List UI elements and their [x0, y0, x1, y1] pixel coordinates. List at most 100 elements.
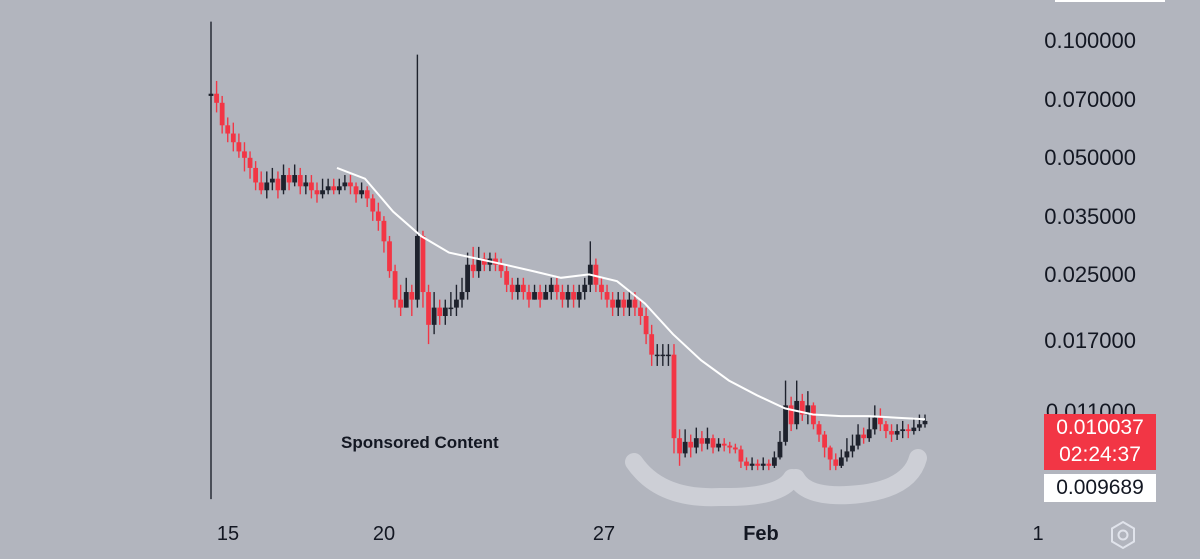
candle-body	[281, 175, 286, 191]
candle	[459, 277, 465, 308]
candle	[755, 459, 761, 471]
candle-body	[242, 151, 247, 158]
current-price-badge: 0.010037 02:24:37	[1044, 414, 1156, 470]
candle-body	[515, 284, 521, 293]
candle-body	[626, 299, 632, 308]
candle	[532, 284, 537, 300]
candle	[520, 277, 526, 300]
candle-body	[610, 299, 616, 308]
candle	[783, 380, 788, 446]
candle	[805, 391, 811, 425]
candle-body	[320, 190, 325, 195]
candle-body	[509, 284, 515, 293]
candle	[877, 408, 883, 432]
candle-body	[481, 258, 487, 265]
candle-body	[744, 461, 749, 466]
candle	[855, 424, 861, 450]
candle-body	[264, 182, 270, 191]
x-tick-label: 15	[216, 523, 240, 545]
candle	[917, 414, 922, 432]
candle-body	[850, 445, 855, 452]
candle	[905, 424, 911, 439]
candle-body	[632, 299, 638, 308]
candle	[359, 182, 365, 199]
sponsored-content-label[interactable]: Sponsored Content	[341, 433, 499, 452]
candle-body	[777, 441, 783, 458]
candle-body	[375, 211, 381, 221]
candle-body	[827, 447, 833, 460]
candle	[827, 445, 833, 471]
candle-body	[883, 424, 889, 432]
candle-body	[649, 334, 655, 355]
candle	[214, 80, 219, 113]
candle-body	[760, 463, 766, 466]
candle	[732, 443, 738, 454]
candle-body	[520, 284, 526, 293]
candle	[621, 292, 627, 317]
candle	[342, 175, 348, 191]
candle-body	[766, 463, 772, 466]
candle-body	[465, 264, 470, 293]
candle	[314, 182, 320, 203]
candle-body	[303, 182, 309, 187]
candle	[649, 324, 655, 366]
candle	[481, 252, 487, 272]
candle-body	[236, 142, 242, 152]
candle	[922, 414, 928, 428]
candle-body	[721, 443, 727, 446]
candle-body	[309, 182, 314, 191]
candle	[799, 393, 805, 421]
candle-body	[403, 292, 409, 308]
candle	[721, 438, 727, 452]
candle-body	[269, 178, 275, 183]
y-tick-label: 0.025000	[1044, 262, 1136, 287]
settings-icon[interactable]	[1108, 520, 1138, 550]
candle	[760, 457, 766, 471]
highlight-brackets	[625, 449, 927, 507]
candle-body	[771, 457, 777, 466]
candle-body	[348, 182, 353, 187]
y-tick-label: 0.100000	[1044, 28, 1136, 53]
candle-body	[442, 307, 448, 317]
candle	[811, 402, 816, 430]
candle-body	[654, 354, 660, 357]
candle	[699, 431, 705, 452]
candle	[370, 194, 376, 221]
candle	[398, 284, 404, 317]
candle	[666, 344, 671, 366]
candle-body	[543, 292, 549, 300]
candle-body	[677, 438, 682, 454]
candle-body	[794, 400, 800, 425]
candle	[387, 235, 392, 278]
candle-body	[855, 434, 861, 446]
candle-body	[359, 190, 365, 195]
candle-body	[230, 133, 236, 143]
candle-body	[208, 93, 214, 96]
candle-body	[643, 316, 649, 335]
x-tick-label: 20	[372, 523, 396, 545]
candle-body	[905, 429, 911, 432]
candle	[738, 445, 744, 468]
x-tick-label: 27	[592, 523, 616, 545]
candle	[448, 292, 454, 317]
candle-body	[788, 405, 794, 425]
moving-average-badge: 0.009689	[1044, 474, 1156, 502]
candle	[889, 424, 894, 442]
candle	[682, 429, 688, 458]
candle-body	[448, 307, 454, 310]
candle-body	[593, 264, 599, 285]
candle-body	[900, 429, 906, 432]
candle	[822, 431, 827, 458]
candle	[883, 420, 889, 439]
candle	[604, 284, 610, 308]
candle	[325, 178, 331, 195]
candle-body	[353, 186, 359, 195]
candle-body	[844, 451, 850, 458]
candle	[381, 216, 387, 253]
candle	[264, 171, 270, 199]
candle	[537, 284, 543, 308]
candle	[353, 182, 359, 203]
candle-body	[671, 354, 677, 439]
candle	[498, 258, 504, 278]
